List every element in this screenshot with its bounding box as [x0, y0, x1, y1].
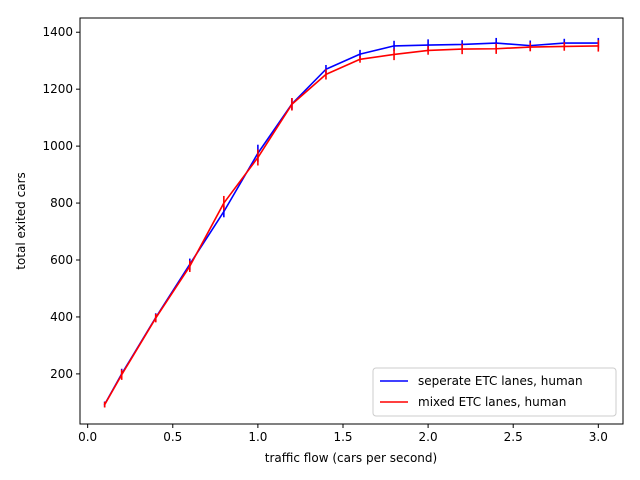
y-tick-label: 200 — [50, 367, 73, 381]
legend-box — [372, 367, 617, 417]
x-tick-label: 2.0 — [419, 430, 438, 444]
x-tick-label: 3.0 — [589, 430, 608, 444]
plot-area — [103, 37, 600, 408]
y-tick-label: 800 — [50, 196, 73, 210]
series-2 — [103, 40, 600, 408]
y-tick-label: 1000 — [42, 139, 73, 153]
x-axis: 0.0 0.5 1.0 1.5 2.0 2.5 3.0 — [78, 424, 608, 444]
x-axis-label: traffic flow (cars per second) — [265, 451, 437, 465]
y-axis-label: total exited cars — [14, 172, 28, 270]
x-tick-label: 1.5 — [333, 430, 352, 444]
x-tick-label: 2.5 — [504, 430, 523, 444]
y-tick-label: 400 — [50, 310, 73, 324]
series-line-2 — [103, 45, 600, 406]
x-tick-label: 1.0 — [248, 430, 267, 444]
legend: seperate ETC lanes, human mixed ETC lane… — [372, 367, 617, 417]
y-axis: 200 400 600 800 1000 1200 1400 — [42, 25, 80, 381]
y-tick-label: 1400 — [42, 25, 73, 39]
y-tick-label: 600 — [50, 253, 73, 267]
x-tick-label: 0.5 — [163, 430, 182, 444]
x-tick-label: 0.0 — [78, 430, 97, 444]
legend-label-separate: seperate ETC lanes, human — [418, 374, 583, 388]
legend-label-mixed: mixed ETC lanes, human — [418, 395, 566, 409]
y-tick-label: 1200 — [42, 82, 73, 96]
axes-frame — [79, 17, 624, 425]
